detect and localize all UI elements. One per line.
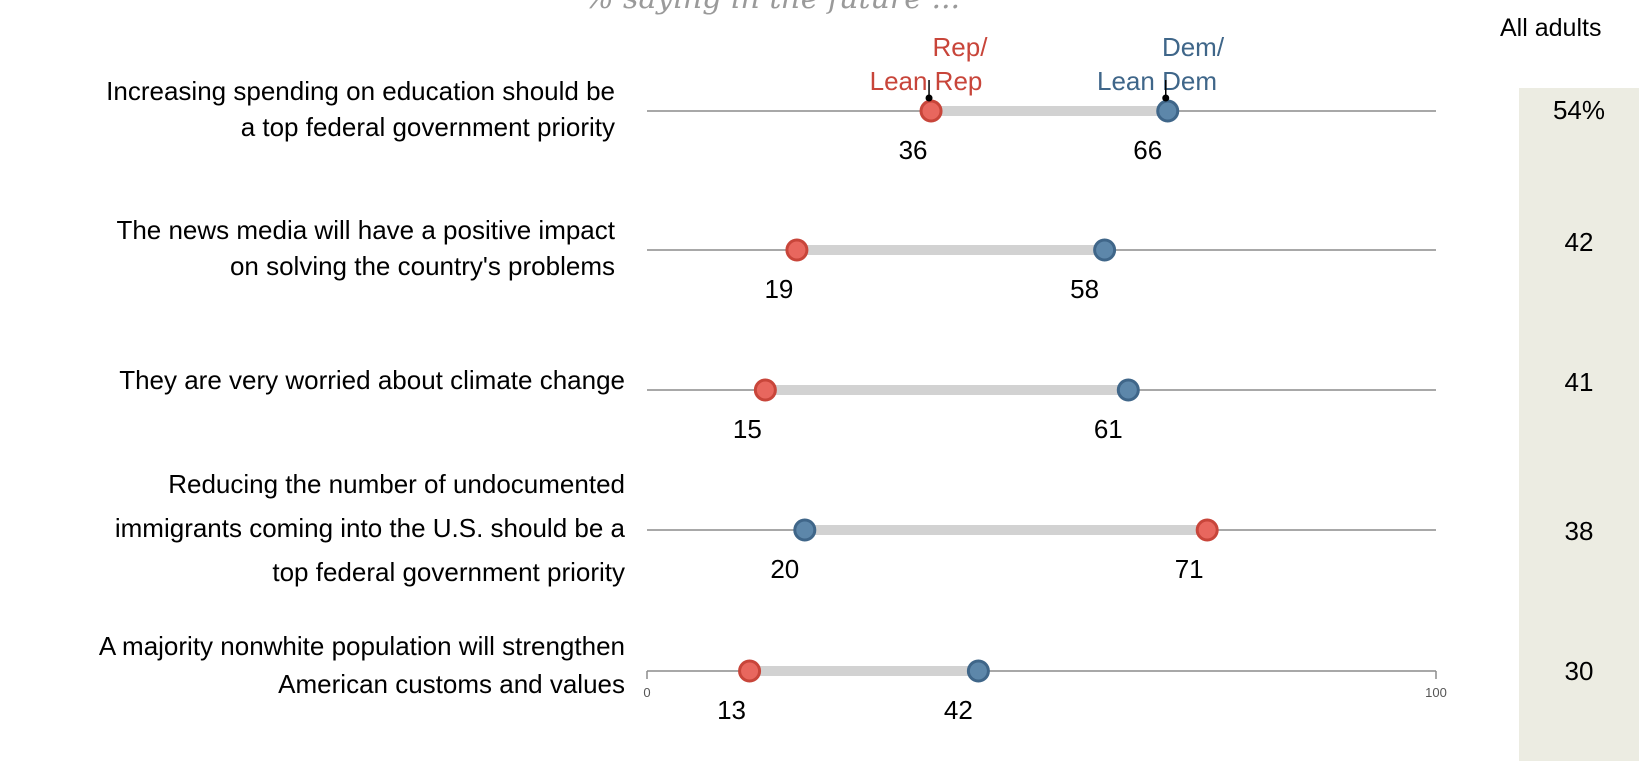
row-label: immigrants coming into the U.S. should b… bbox=[114, 513, 625, 543]
rep-value-label: 71 bbox=[1175, 554, 1204, 584]
gap-bar bbox=[749, 666, 979, 676]
dem-dot bbox=[793, 518, 817, 542]
row-label: Reducing the number of undocumented bbox=[168, 469, 625, 499]
legend-rep-line2: Lean Rep bbox=[870, 66, 983, 96]
rep-dot bbox=[785, 238, 809, 262]
row-label: American customs and values bbox=[278, 669, 625, 699]
row-label: A majority nonwhite population will stre… bbox=[98, 631, 625, 661]
dem-value-label: 20 bbox=[770, 554, 799, 584]
rep-dot bbox=[753, 378, 777, 402]
dem-value-label: 58 bbox=[1070, 274, 1099, 304]
all-adults-value: 54% bbox=[1552, 95, 1606, 125]
rep-value-label: 13 bbox=[717, 695, 746, 725]
dem-dot bbox=[1116, 378, 1140, 402]
rep-value-label: 15 bbox=[733, 414, 762, 444]
all-adults-header: All adults bbox=[1500, 14, 1602, 42]
legend-dem-line1: Dem/ bbox=[1162, 32, 1225, 62]
row-label: a top federal government priority bbox=[240, 112, 615, 142]
legend-dem-line2: Lean Dem bbox=[1097, 66, 1217, 96]
all-adults-value: 41 bbox=[1564, 367, 1594, 397]
legend-rep-leader-dot bbox=[925, 94, 933, 102]
rep-dot bbox=[738, 659, 762, 683]
rep-dot bbox=[1195, 518, 1219, 542]
all-adults-value: 38 bbox=[1564, 516, 1594, 546]
rep-dot bbox=[919, 99, 943, 123]
all-adults-value: 42 bbox=[1564, 227, 1594, 257]
axis-tick-label: 100 bbox=[1425, 685, 1447, 700]
legend-rep-line1: Rep/ bbox=[933, 32, 989, 62]
legend-dem-leader-dot bbox=[1162, 94, 1170, 102]
axis-tick-label: 0 bbox=[643, 685, 650, 700]
row-label: Increasing spending on education should … bbox=[106, 76, 615, 106]
all-adults-panel bbox=[1519, 88, 1639, 761]
dem-value-label: 66 bbox=[1133, 135, 1162, 165]
row-label: The news media will have a positive impa… bbox=[116, 215, 615, 245]
gap-bar bbox=[796, 245, 1105, 255]
chart-subtitle: % saying in the future ... bbox=[585, 0, 1045, 16]
dem-dot bbox=[1093, 238, 1117, 262]
row-label: top federal government priority bbox=[272, 557, 625, 587]
rep-value-label: 36 bbox=[899, 135, 928, 165]
gap-bar bbox=[931, 106, 1168, 116]
row-label: on solving the country's problems bbox=[229, 251, 615, 281]
rep-value-label: 19 bbox=[764, 274, 793, 304]
gap-bar bbox=[765, 385, 1129, 395]
dem-value-label: 42 bbox=[944, 695, 973, 725]
all-adults-value: 30 bbox=[1564, 656, 1594, 686]
row-label: They are very worried about climate chan… bbox=[119, 365, 625, 395]
dem-dot bbox=[966, 659, 990, 683]
dem-dot bbox=[1156, 99, 1180, 123]
gap-bar bbox=[804, 525, 1208, 535]
dem-value-label: 61 bbox=[1094, 414, 1123, 444]
